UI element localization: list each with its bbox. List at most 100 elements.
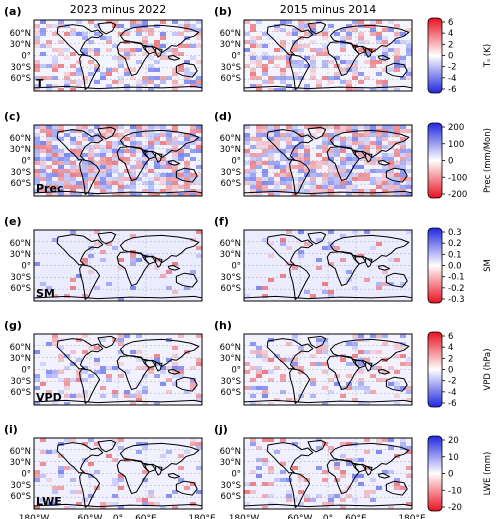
lat-tick-label: 60°N xyxy=(220,134,241,144)
lat-tick-label: 60°S xyxy=(221,284,241,294)
lat-tick-label: 30°S xyxy=(11,168,31,178)
lat-tick-label: 30°N xyxy=(220,40,241,50)
variable-label: SM xyxy=(36,287,55,300)
map-panel-a: (a) T 60°N30°N 0°30°S60°S xyxy=(4,5,203,92)
map-panel-i: (i) LWE 60°N30°N 0°30°S60°S xyxy=(4,423,203,510)
lat-tick-label: 60°N xyxy=(220,239,241,249)
lat-tick-label: 30°S xyxy=(11,481,31,491)
lat-tick-label: 60°S xyxy=(11,74,31,84)
lat-tick-label: 0° xyxy=(231,366,241,376)
lat-tick-label: 30°S xyxy=(221,273,241,283)
colorbar-tick-label: 6 xyxy=(448,332,453,342)
lat-tick-label: 60°N xyxy=(10,29,31,39)
colorbar-tick-label: 4 xyxy=(448,29,453,39)
lat-tick-label: 30°S xyxy=(221,481,241,491)
map-panel-b: (b) 60°N30°N 0°30°S60°S xyxy=(214,5,413,92)
lat-tick-label: 60°S xyxy=(11,284,31,294)
colorbar-tick-label: 0.2 xyxy=(448,239,462,249)
lat-tick-label: 0° xyxy=(21,262,31,272)
map-panel-g: (g) VPD 60°N30°N 0°30°S60°S xyxy=(4,319,203,406)
lat-tick-label: 60°S xyxy=(11,179,31,189)
lat-tick-label: 60°N xyxy=(10,239,31,249)
variable-label: VPD xyxy=(36,391,62,404)
column-title: 2023 minus 2022 xyxy=(70,3,166,16)
colorbar-tick-label: -0.1 xyxy=(448,273,465,283)
lat-tick-label: 0° xyxy=(231,52,241,62)
lat-tick-label: 30°S xyxy=(221,63,241,73)
colorbar-tick-label: -6 xyxy=(448,85,456,95)
lon-tick-label: 180°W xyxy=(19,514,50,519)
colorbar-tick-label: 10 xyxy=(448,453,459,463)
lat-tick-label: 30°N xyxy=(220,458,241,468)
lat-tick-label: 0° xyxy=(231,470,241,480)
colorbar-tick-label: -0.2 xyxy=(448,284,465,294)
lat-tick-label: 60°N xyxy=(10,343,31,353)
colorbar-tick-label: 0 xyxy=(448,470,453,480)
panel-letter: (g) xyxy=(4,319,22,332)
colorbar-tick-label: 100 xyxy=(448,140,464,150)
colorbar-tick-label: 0.3 xyxy=(448,228,462,238)
map-panel-c: (c) Prec 60°N30°N 0°30°S60°S xyxy=(4,110,203,197)
colorbar-label: VPD (hPa) xyxy=(483,348,493,390)
variable-label: T xyxy=(36,77,44,90)
colorbar-tick-label: 0.1 xyxy=(448,250,462,260)
lat-tick-label: 30°N xyxy=(220,250,241,260)
lat-tick-label: 60°N xyxy=(220,447,241,457)
colorbar-tick-label: 0 xyxy=(448,52,453,62)
lat-tick-label: 60°N xyxy=(10,447,31,457)
lat-tick-label: 60°N xyxy=(220,29,241,39)
lat-tick-label: 30°N xyxy=(10,40,31,50)
lat-tick-label: 60°S xyxy=(221,492,241,502)
lat-tick-label: 60°S xyxy=(11,492,31,502)
lon-tick-label: 180°W xyxy=(229,514,260,519)
lat-tick-label: 60°S xyxy=(221,74,241,84)
lat-tick-label: 30°N xyxy=(220,354,241,364)
variable-label: LWE xyxy=(36,495,62,508)
lat-tick-label: 0° xyxy=(231,262,241,272)
lat-tick-label: 30°N xyxy=(10,354,31,364)
map-panel-f: (f) 60°N30°N 0°30°S60°S xyxy=(214,215,413,302)
lon-tick-label: 60°W xyxy=(78,514,103,519)
lat-tick-label: 30°S xyxy=(11,377,31,387)
lon-tick-label: 180°E xyxy=(188,514,216,519)
colorbar-tick-label: -2 xyxy=(448,63,456,73)
lon-tick-label: 60°E xyxy=(345,514,367,519)
lat-tick-label: 30°N xyxy=(10,250,31,260)
map-panel-e: (e) SM 60°N30°N 0°30°S60°S xyxy=(4,215,203,302)
colorbar-label: Prec (mm/Mon) xyxy=(483,128,493,193)
colorbar: 0.30.20.1 0.0-0.1-0.2-0.3 SM xyxy=(427,227,493,305)
colorbar-tick-label: -10 xyxy=(448,486,462,496)
lat-tick-label: 30°N xyxy=(10,145,31,155)
variable-label: Prec xyxy=(36,182,63,195)
lon-tick-label: 180°E xyxy=(398,514,426,519)
colorbar-tick-label: -6 xyxy=(448,399,456,409)
map-panel-h: (h) 60°N30°N 0°30°S60°S xyxy=(214,319,413,406)
colorbar: 200 100 0 -100 -200 Prec (mm/Mon) xyxy=(427,122,493,200)
panel-letter: (h) xyxy=(214,319,232,332)
column-title: 2015 minus 2014 xyxy=(280,3,376,16)
lat-tick-label: 60°N xyxy=(220,343,241,353)
lat-tick-label: 60°S xyxy=(11,388,31,398)
lat-tick-label: 60°S xyxy=(221,179,241,189)
lat-tick-label: 30°N xyxy=(10,458,31,468)
panel-letter: (b) xyxy=(214,5,232,18)
colorbar-tick-label: 2 xyxy=(448,354,453,364)
lat-tick-label: 30°S xyxy=(11,273,31,283)
colorbar-tick-label: 0.0 xyxy=(448,262,462,272)
colorbar: 20 10 0 -10 -20 LWE (mm) xyxy=(427,435,493,513)
map-panel-d: (d) 60°N30°N 0°30°S60°S xyxy=(214,110,413,197)
lon-tick-label: 0° xyxy=(113,514,123,519)
colorbar-tick-label: -4 xyxy=(448,388,456,398)
colorbar: 642 0-2-4-6 VPD (hPa) xyxy=(427,331,493,409)
lat-tick-label: 0° xyxy=(21,366,31,376)
colorbar-tick-label: 200 xyxy=(448,123,464,133)
lat-tick-label: 30°S xyxy=(221,377,241,387)
lon-tick-label: 0° xyxy=(323,514,333,519)
colorbar-tick-label: -200 xyxy=(448,190,467,200)
colorbar-tick-label: 6 xyxy=(448,18,453,28)
colorbar-tick-label: -20 xyxy=(448,503,462,513)
lat-tick-label: 0° xyxy=(231,157,241,167)
colorbar-tick-label: -2 xyxy=(448,377,456,387)
panel-letter: (j) xyxy=(214,423,228,436)
colorbar-tick-label: -0.3 xyxy=(448,295,465,305)
